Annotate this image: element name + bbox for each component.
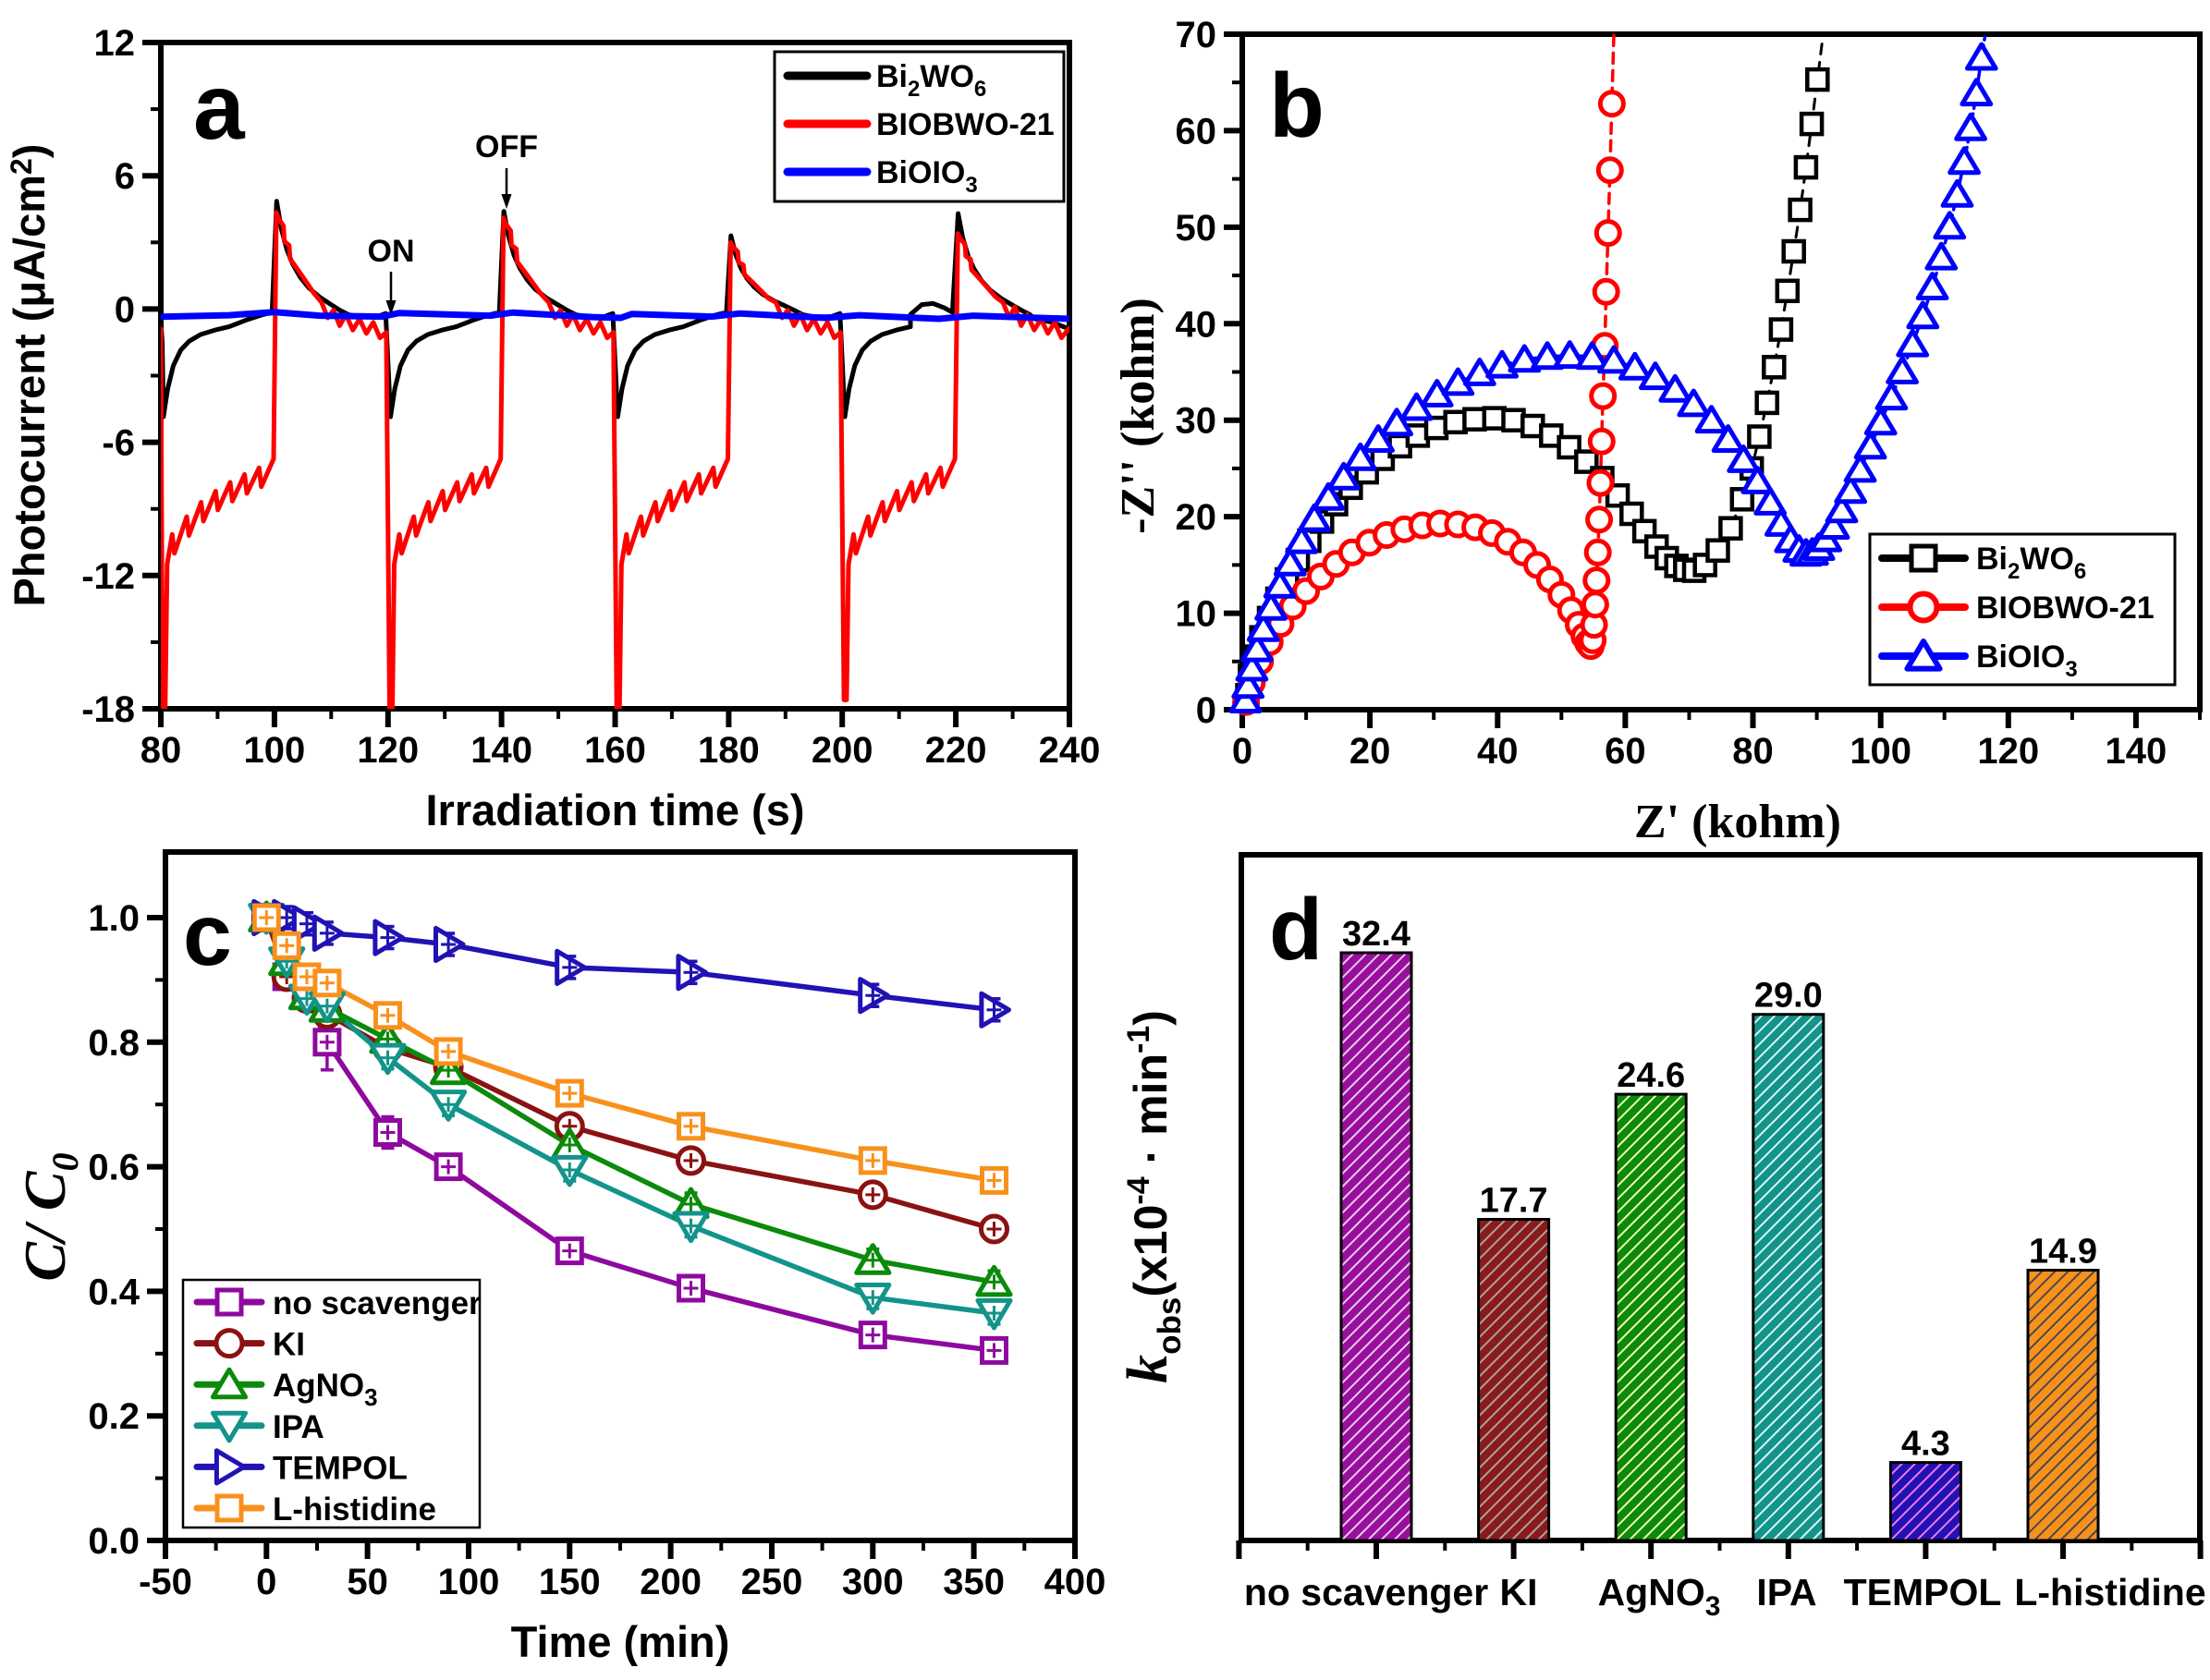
svg-text:0: 0	[256, 1562, 276, 1602]
svg-text:140: 140	[2106, 731, 2167, 772]
svg-text:b: b	[1269, 55, 1325, 156]
svg-text:70: 70	[1176, 15, 1217, 55]
svg-text:Irradiation time (s): Irradiation time (s)	[425, 785, 804, 834]
svg-text:80: 80	[140, 730, 182, 771]
svg-text:120: 120	[1977, 731, 2039, 772]
svg-text:200: 200	[812, 730, 873, 771]
svg-text:200: 200	[640, 1562, 702, 1602]
svg-text:d: d	[1269, 881, 1323, 979]
svg-text:L-histidine: L-histidine	[2014, 1571, 2205, 1613]
svg-text:29.0: 29.0	[1754, 977, 1823, 1016]
svg-text:KI: KI	[273, 1327, 305, 1363]
svg-text:0: 0	[115, 289, 135, 330]
svg-text:120: 120	[357, 730, 419, 771]
svg-text:150: 150	[539, 1562, 601, 1602]
svg-text:14.9: 14.9	[2029, 1233, 2097, 1272]
svg-text:ON: ON	[368, 234, 415, 269]
svg-text:-Z'' (kohm): -Z'' (kohm)	[1112, 298, 1165, 534]
svg-text:20: 20	[1176, 497, 1217, 538]
svg-text:KI: KI	[1500, 1571, 1538, 1613]
svg-text:17.7: 17.7	[1480, 1182, 1548, 1221]
svg-text:160: 160	[584, 730, 646, 771]
svg-text:Time (min): Time (min)	[511, 1617, 730, 1666]
svg-text:60: 60	[1605, 731, 1646, 772]
svg-text:-18: -18	[81, 689, 135, 730]
svg-text:12: 12	[94, 23, 136, 64]
svg-text:-6: -6	[102, 423, 135, 464]
svg-text:Photocurrent (μA/cm2): Photocurrent (μA/cm2)	[5, 144, 54, 607]
svg-text:TEMPOL: TEMPOL	[1844, 1571, 2002, 1613]
svg-text:0.0: 0.0	[88, 1521, 140, 1562]
svg-text:80: 80	[1732, 731, 1774, 772]
svg-text:60: 60	[1176, 111, 1217, 152]
svg-text:0.8: 0.8	[88, 1023, 140, 1064]
svg-text:AgNO3: AgNO3	[1598, 1571, 1721, 1622]
svg-text:20: 20	[1349, 731, 1391, 772]
svg-text:30: 30	[1176, 401, 1217, 442]
svg-text:c: c	[183, 886, 232, 984]
svg-text:L-histidine: L-histidine	[273, 1491, 436, 1528]
svg-text:240: 240	[1039, 730, 1101, 771]
svg-text:1.0: 1.0	[88, 898, 140, 939]
svg-text:250: 250	[741, 1562, 803, 1602]
svg-text:0: 0	[1232, 731, 1252, 772]
svg-text:0.4: 0.4	[88, 1272, 140, 1312]
svg-text:no scavenger: no scavenger	[273, 1285, 482, 1321]
svg-text:100: 100	[438, 1562, 500, 1602]
svg-text:no scavenger: no scavenger	[1244, 1571, 1488, 1613]
svg-text:0.2: 0.2	[88, 1396, 140, 1437]
svg-text:4.3: 4.3	[1901, 1425, 1950, 1464]
svg-text:a: a	[193, 55, 246, 159]
svg-text:180: 180	[698, 730, 760, 771]
svg-text:50: 50	[347, 1562, 388, 1602]
svg-text:140: 140	[470, 730, 532, 771]
svg-text:50: 50	[1176, 208, 1217, 249]
svg-text:BIOBWO-21: BIOBWO-21	[876, 107, 1055, 142]
svg-text:6: 6	[115, 156, 135, 197]
svg-text:Z' (kohm): Z' (kohm)	[1634, 796, 1841, 848]
svg-text:24.6: 24.6	[1617, 1056, 1685, 1095]
svg-text:0: 0	[1196, 690, 1216, 731]
svg-text:300: 300	[842, 1562, 904, 1602]
svg-text:220: 220	[925, 730, 987, 771]
svg-text:400: 400	[1044, 1562, 1106, 1602]
svg-text:350: 350	[943, 1562, 1005, 1602]
svg-text:100: 100	[1850, 731, 1911, 772]
svg-text:TEMPOL: TEMPOL	[273, 1450, 408, 1486]
svg-text:IPA: IPA	[1756, 1571, 1816, 1613]
svg-text:0.6: 0.6	[88, 1148, 140, 1188]
svg-text:40: 40	[1477, 731, 1519, 772]
svg-text:IPA: IPA	[273, 1409, 324, 1445]
svg-text:10: 10	[1176, 594, 1217, 635]
svg-text:-50: -50	[139, 1562, 192, 1602]
svg-text:32.4: 32.4	[1342, 915, 1410, 954]
svg-text:OFF: OFF	[475, 129, 538, 164]
svg-text:BIOBWO-21: BIOBWO-21	[1976, 590, 2155, 626]
svg-text:40: 40	[1176, 304, 1217, 345]
svg-text:100: 100	[244, 730, 306, 771]
svg-text:-12: -12	[81, 556, 135, 597]
svg-text:C/ C0: C/ C0	[12, 1152, 86, 1281]
